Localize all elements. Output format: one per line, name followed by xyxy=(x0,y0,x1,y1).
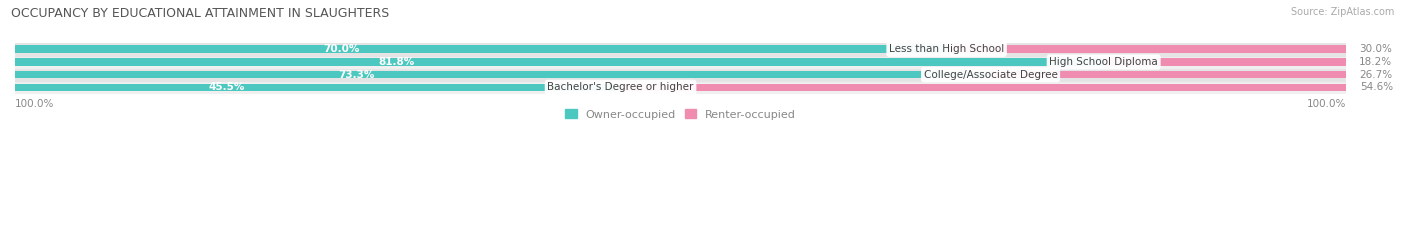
Text: 54.6%: 54.6% xyxy=(1361,82,1393,92)
Text: 18.2%: 18.2% xyxy=(1360,57,1392,67)
Text: 70.0%: 70.0% xyxy=(323,44,360,54)
Bar xyxy=(991,71,1346,79)
Bar xyxy=(15,45,946,53)
Text: College/Associate Degree: College/Associate Degree xyxy=(924,70,1057,80)
Text: 100.0%: 100.0% xyxy=(15,99,55,109)
Bar xyxy=(15,81,1346,94)
Text: 81.8%: 81.8% xyxy=(378,57,415,67)
Text: 26.7%: 26.7% xyxy=(1360,70,1392,80)
Bar xyxy=(946,45,1346,53)
Bar xyxy=(15,68,1346,81)
Text: High School Diploma: High School Diploma xyxy=(1049,57,1159,67)
Text: 100.0%: 100.0% xyxy=(1306,99,1346,109)
Bar xyxy=(1104,58,1346,66)
Bar xyxy=(15,58,1104,66)
Text: 45.5%: 45.5% xyxy=(208,82,245,92)
Bar xyxy=(620,84,1347,91)
Text: 73.3%: 73.3% xyxy=(339,70,374,80)
Text: 30.0%: 30.0% xyxy=(1360,44,1392,54)
Bar xyxy=(15,43,1346,56)
Bar xyxy=(15,84,620,91)
Text: Source: ZipAtlas.com: Source: ZipAtlas.com xyxy=(1291,7,1395,17)
Legend: Owner-occupied, Renter-occupied: Owner-occupied, Renter-occupied xyxy=(565,110,796,120)
Bar xyxy=(15,71,991,79)
Bar xyxy=(15,56,1346,68)
Text: Bachelor's Degree or higher: Bachelor's Degree or higher xyxy=(547,82,693,92)
Text: OCCUPANCY BY EDUCATIONAL ATTAINMENT IN SLAUGHTERS: OCCUPANCY BY EDUCATIONAL ATTAINMENT IN S… xyxy=(11,7,389,20)
Text: Less than High School: Less than High School xyxy=(889,44,1004,54)
